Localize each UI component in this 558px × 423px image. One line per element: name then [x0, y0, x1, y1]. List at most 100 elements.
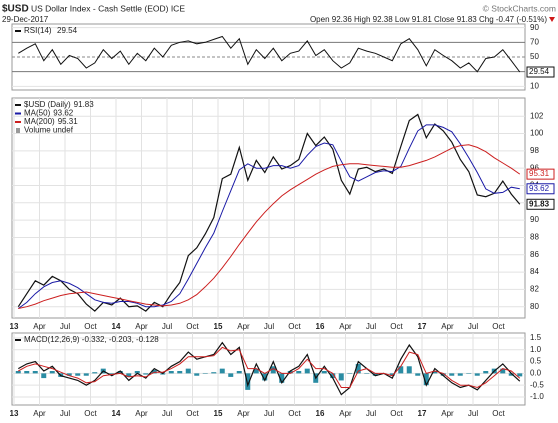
- x-tick-label: 14: [112, 322, 121, 331]
- histogram-bar: [32, 371, 38, 374]
- histogram-bar: [449, 373, 455, 376]
- x-tick-label: Jul: [162, 322, 172, 331]
- histogram-bar: [457, 373, 463, 376]
- histogram-bar: [177, 371, 183, 374]
- x-tick-label: Jul: [60, 409, 70, 418]
- y-tick-label: 50: [530, 52, 539, 61]
- histogram-bar: [415, 373, 421, 376]
- histogram-bar: [432, 371, 438, 374]
- y-tick-label: 70: [530, 37, 539, 46]
- legend-value: 95.31: [58, 117, 79, 126]
- histogram-bar: [304, 368, 310, 374]
- histogram-bar: [389, 373, 395, 376]
- y-tick-label: 1.0: [530, 345, 542, 354]
- legend-value: 93.62: [53, 109, 74, 118]
- histogram-bar: [194, 373, 200, 376]
- histogram-bar: [517, 373, 523, 377]
- legend-value: 91.83: [74, 100, 95, 109]
- x-tick-label: 17: [418, 322, 427, 331]
- histogram-bar: [253, 368, 259, 374]
- y-tick-label: 90: [530, 23, 539, 32]
- x-tick-label: Jul: [162, 409, 172, 418]
- x-tick-label: 16: [316, 409, 325, 418]
- down-arrow: [549, 17, 555, 22]
- y-tick-label: 0.5: [530, 357, 542, 366]
- histogram-bar: [330, 373, 336, 379]
- histogram-bar: [236, 371, 242, 374]
- x-tick-label: Oct: [492, 409, 505, 418]
- symbol: $USD: [2, 4, 29, 15]
- histogram-bar: [270, 366, 276, 374]
- series-line: [18, 144, 521, 309]
- histogram-bar: [279, 373, 285, 383]
- x-tick-label: Jul: [468, 322, 478, 331]
- y-tick-label: 80: [530, 302, 539, 311]
- y-tick-label: 0.0: [530, 368, 542, 377]
- x-tick-label: 14: [112, 409, 121, 418]
- histogram-bar: [347, 373, 353, 374]
- histogram-bar: [262, 373, 268, 381]
- y-tick-label: 10: [530, 81, 539, 90]
- x-tick-label: Apr: [339, 409, 352, 418]
- y-tick-label: 1.5: [530, 333, 542, 342]
- x-tick-label: Apr: [33, 409, 46, 418]
- y-tick-label: 90: [530, 215, 539, 224]
- histogram-bar: [66, 373, 72, 376]
- x-tick-label: Apr: [237, 322, 250, 331]
- histogram-bar: [143, 373, 149, 375]
- histogram-bar: [41, 373, 47, 379]
- histogram-bar: [117, 371, 123, 374]
- histogram-bar: [151, 369, 157, 374]
- legend-label: MA(200): [24, 117, 55, 126]
- x-tick-label: Apr: [33, 322, 46, 331]
- histogram-bar: [228, 373, 234, 377]
- x-tick-label: Apr: [237, 409, 250, 418]
- x-tick-label: Jul: [366, 409, 376, 418]
- y-tick-label: 88: [530, 233, 539, 242]
- value-box: [526, 168, 555, 180]
- histogram-bar: [126, 373, 132, 377]
- series-line: [18, 35, 521, 73]
- histogram-bar: [372, 373, 378, 376]
- x-tick-label: Oct: [492, 322, 505, 331]
- x-tick-label: Jul: [264, 322, 274, 331]
- histogram-bar: [185, 368, 191, 374]
- x-tick-label: 16: [316, 322, 325, 331]
- histogram-bar: [338, 373, 344, 381]
- x-tick-label: Oct: [186, 322, 199, 331]
- y-tick-label: -1.0: [530, 392, 544, 401]
- x-tick-label: Oct: [186, 409, 199, 418]
- histogram-bar: [24, 371, 30, 374]
- x-tick-label: 13: [10, 409, 19, 418]
- x-tick-label: Jul: [264, 409, 274, 418]
- x-tick-label: 17: [418, 409, 427, 418]
- source: © StockCharts.com: [483, 3, 556, 13]
- histogram-bar: [202, 373, 208, 374]
- value-box: [526, 198, 555, 210]
- instrument-name: US Dollar Index - Cash Settle (EOD) ICE: [31, 3, 185, 13]
- x-tick-label: Jul: [366, 322, 376, 331]
- y-tick-label: -0.5: [530, 380, 544, 389]
- histogram-bar: [483, 371, 489, 374]
- x-tick-label: Jul: [60, 322, 70, 331]
- value-box-label: 95.31: [529, 169, 550, 178]
- histogram-bar: [296, 371, 302, 374]
- legend-label: MACD(12,26,9) -0.332, -0.203, -0.128: [24, 335, 159, 344]
- histogram-bar: [109, 373, 115, 375]
- histogram-bar: [474, 373, 480, 376]
- y-tick-label: 86: [530, 250, 539, 259]
- histogram-bar: [245, 373, 251, 390]
- x-tick-label: 15: [214, 322, 223, 331]
- histogram-bar: [355, 363, 361, 374]
- y-tick-label: 98: [530, 146, 539, 155]
- histogram-bar: [287, 371, 293, 374]
- histogram-bar: [466, 373, 472, 374]
- quote: Open 92.36 High 92.38 Low 91.81 Close 91…: [310, 15, 547, 24]
- histogram-bar: [508, 373, 514, 376]
- x-tick-label: Apr: [441, 409, 454, 418]
- value-box-label: 29.54: [529, 67, 550, 76]
- histogram-bar: [168, 371, 174, 374]
- histogram-bar: [92, 372, 98, 374]
- x-tick-label: Oct: [390, 322, 403, 331]
- value-box: [526, 66, 555, 78]
